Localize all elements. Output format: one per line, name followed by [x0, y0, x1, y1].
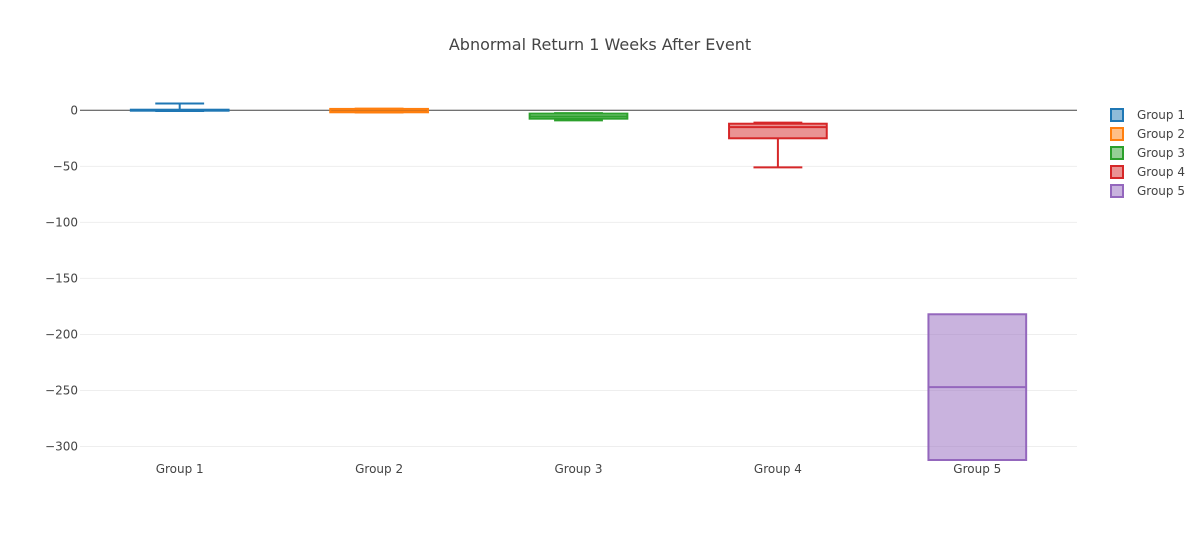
legend-item-group-1[interactable]: Group 1 [1110, 108, 1185, 122]
legend-item-group-5[interactable]: Group 5 [1110, 184, 1185, 198]
y-tick-label: −50 [53, 159, 78, 173]
y-axis-ticks: 0 −50 −100 −150 −200 −250 −300 [45, 103, 78, 453]
y-tick-label: −200 [45, 327, 78, 341]
y-tick-label: −250 [45, 384, 78, 398]
box-group-3[interactable] [528, 112, 629, 122]
legend-swatch [1110, 108, 1124, 122]
x-axis-ticks: Group 1 Group 2 Group 3 Group 4 Group 5 [156, 462, 1002, 476]
legend-label: Group 4 [1137, 165, 1185, 179]
legend-label: Group 3 [1137, 146, 1185, 160]
x-tick-label: Group 3 [555, 462, 603, 476]
legend-label: Group 2 [1137, 127, 1185, 141]
x-tick-label: Group 4 [754, 462, 802, 476]
box-iqr [728, 122, 828, 140]
y-tick-label: −300 [45, 440, 78, 454]
legend-item-group-2[interactable]: Group 2 [1110, 127, 1185, 141]
legend-label: Group 1 [1137, 108, 1185, 122]
legend-swatch [1110, 165, 1124, 179]
box-group-4[interactable] [728, 121, 828, 169]
legend-item-group-4[interactable]: Group 4 [1110, 165, 1185, 179]
x-tick-label: Group 5 [953, 462, 1001, 476]
legend[interactable]: Group 1 Group 2 Group 3 Group 4 Group 5 [1110, 108, 1185, 198]
legend-swatch [1110, 146, 1124, 160]
boxes [129, 102, 1028, 461]
legend-swatch [1110, 184, 1124, 198]
legend-item-group-3[interactable]: Group 3 [1110, 146, 1185, 160]
box-group-2[interactable] [329, 107, 429, 114]
y-tick-label: −150 [45, 271, 78, 285]
chart-title: Abnormal Return 1 Weeks After Event [449, 35, 751, 54]
x-tick-label: Group 2 [355, 462, 403, 476]
box-group-5[interactable] [927, 313, 1028, 461]
legend-swatch [1110, 127, 1124, 141]
legend-label: Group 5 [1137, 184, 1185, 198]
gridlines [80, 165, 1077, 448]
box-group-1[interactable] [129, 102, 230, 113]
x-tick-label: Group 1 [156, 462, 204, 476]
y-tick-label: −100 [45, 215, 78, 229]
y-tick-label: 0 [70, 103, 78, 117]
